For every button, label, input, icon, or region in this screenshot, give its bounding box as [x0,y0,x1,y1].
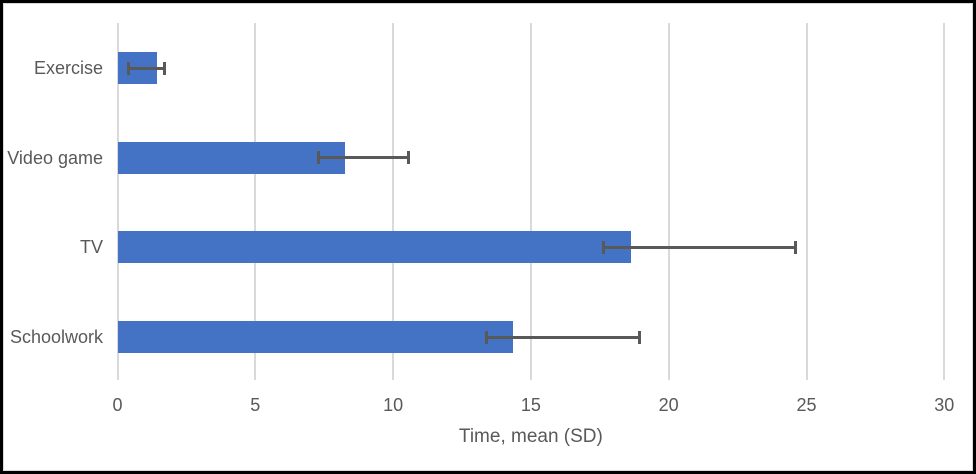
x-tick-label: 15 [520,395,541,415]
bar [117,321,513,354]
x-tick-label: 20 [658,395,679,415]
x-tick-label: 30 [934,395,955,415]
x-tick-label: 25 [796,395,817,415]
bar [117,231,632,264]
bar [117,141,345,174]
x-axis-title: Time, mean (SD) [458,426,603,447]
gridline [943,23,946,380]
category-label: Video game [7,147,103,168]
error-bar-line [603,245,796,249]
gridline [805,23,808,380]
error-bar-cap [127,61,131,75]
error-bar-line [128,66,165,70]
error-bar-cap [638,330,642,344]
x-tick-label: 0 [112,395,123,415]
gridline [667,23,670,380]
category-label: TV [79,237,103,258]
gridline [529,23,532,380]
gridline [392,23,395,380]
category-label: Schoolwork [9,327,103,348]
x-tick-label: 10 [383,395,404,415]
error-bar-cap [793,240,797,254]
error-bar-cap [602,240,606,254]
x-tick-label: 5 [250,395,261,415]
category-label: Exercise [33,58,103,79]
error-bar-cap [406,151,410,165]
error-bar-line [318,156,409,160]
gridline [254,23,257,380]
gridline [116,23,119,380]
error-bar-cap [162,61,166,75]
error-bar-cap [485,330,489,344]
error-bar-line [486,335,640,339]
error-bar-cap [317,151,321,165]
